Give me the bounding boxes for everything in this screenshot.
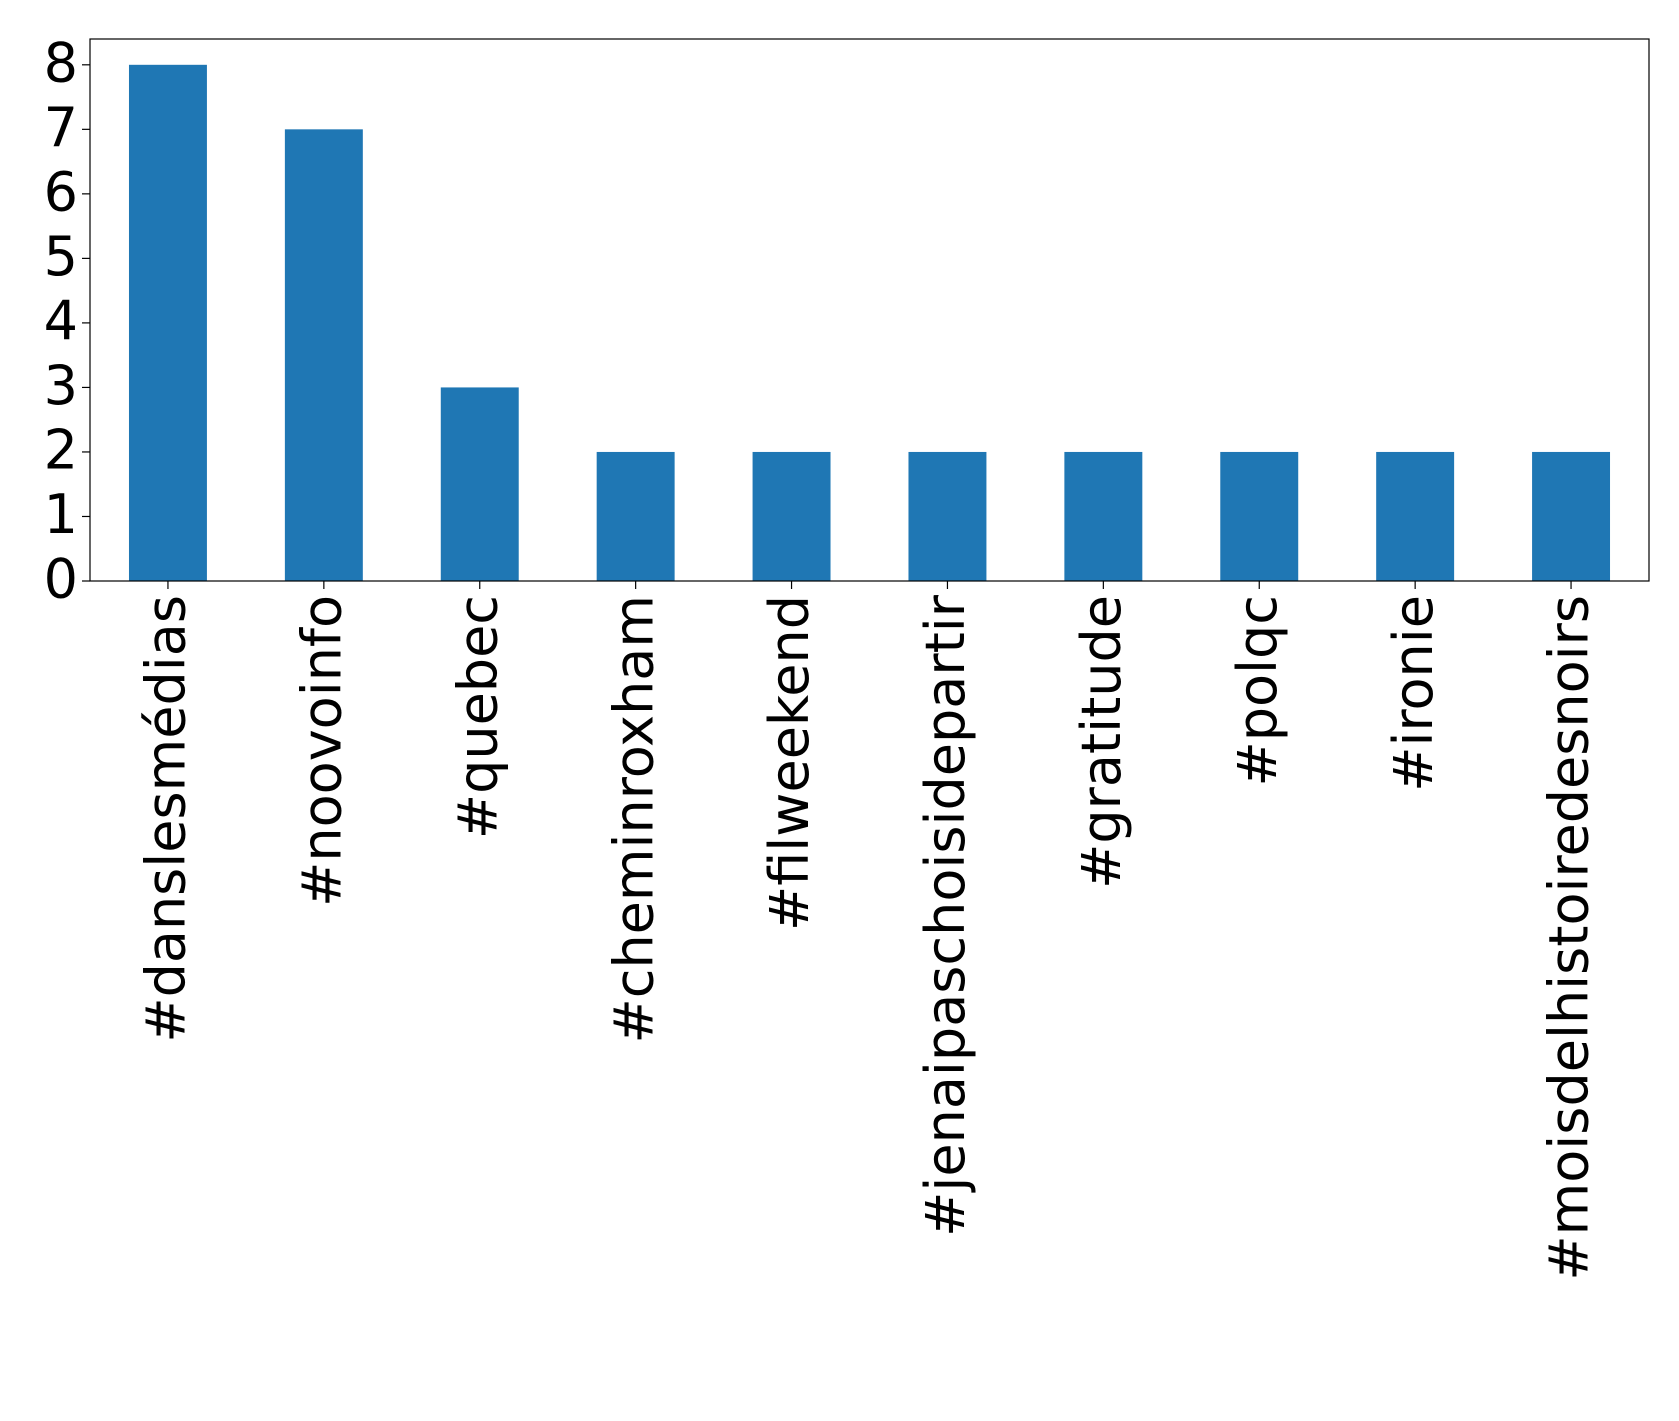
- bar: [596, 451, 675, 581]
- y-tick-label: 2: [44, 419, 78, 482]
- bar: [752, 451, 831, 581]
- bar: [908, 451, 987, 581]
- y-tick-label: 8: [44, 31, 78, 94]
- y-tick-label: 1: [44, 483, 78, 546]
- bar: [128, 64, 207, 582]
- bar: [284, 129, 363, 582]
- y-tick-label: 3: [44, 354, 78, 417]
- y-tick-label: 6: [44, 160, 78, 223]
- x-tick-label: #danslesmédias: [135, 595, 198, 1043]
- y-tick-label: 7: [44, 96, 78, 159]
- y-tick-label: 5: [44, 225, 78, 288]
- y-tick-label: 0: [44, 548, 78, 611]
- x-tick-label: #polqc: [1226, 595, 1289, 787]
- bar: [1376, 451, 1455, 581]
- x-tick-label: #noovoinfo: [290, 595, 353, 907]
- y-tick-label: 4: [44, 290, 78, 353]
- x-tick-label: #filweekend: [758, 595, 821, 931]
- x-tick-label: #jenaipaschoisidepartir: [914, 594, 977, 1237]
- bar: [1064, 451, 1143, 581]
- bar: [1220, 451, 1299, 581]
- x-tick-label: #gratitude: [1070, 595, 1133, 889]
- bar: [440, 387, 519, 581]
- x-tick-label: #ironie: [1382, 595, 1445, 792]
- x-tick-label: #cheminroxham: [602, 595, 665, 1043]
- x-tick-label: #moisdelhistoiredesnoirs: [1538, 595, 1601, 1281]
- x-tick-label: #quebec: [446, 595, 509, 839]
- bar: [1532, 451, 1611, 581]
- plot-frame: [89, 38, 1650, 582]
